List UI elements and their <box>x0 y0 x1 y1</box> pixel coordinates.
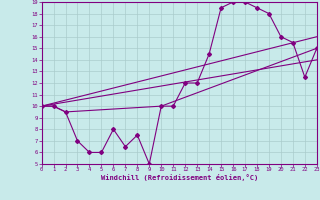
X-axis label: Windchill (Refroidissement éolien,°C): Windchill (Refroidissement éolien,°C) <box>100 174 258 181</box>
